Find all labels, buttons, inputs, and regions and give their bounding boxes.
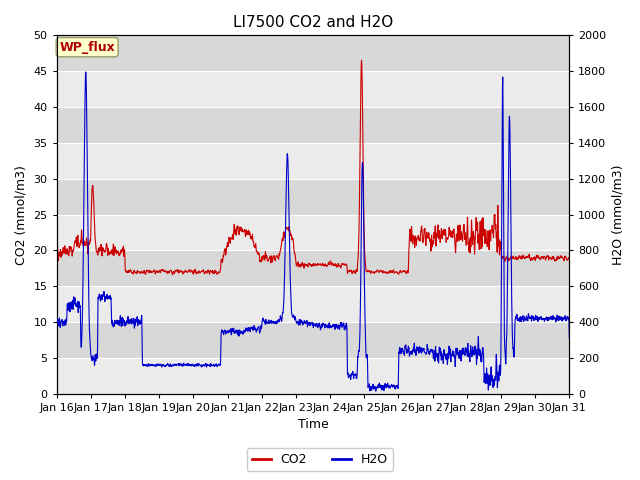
Text: WP_flux: WP_flux <box>60 41 115 54</box>
Bar <box>57 179 570 215</box>
Y-axis label: CO2 (mmol/m3): CO2 (mmol/m3) <box>15 165 28 264</box>
Bar <box>57 215 570 251</box>
Bar <box>57 143 570 179</box>
Bar <box>57 251 570 286</box>
Bar <box>57 36 570 71</box>
Legend: CO2, H2O: CO2, H2O <box>247 448 393 471</box>
Bar <box>57 107 570 143</box>
Bar <box>57 322 570 358</box>
Title: LI7500 CO2 and H2O: LI7500 CO2 and H2O <box>233 15 393 30</box>
Y-axis label: H2O (mmol/m3): H2O (mmol/m3) <box>612 164 625 265</box>
X-axis label: Time: Time <box>298 419 328 432</box>
Bar <box>57 71 570 107</box>
Bar <box>57 286 570 322</box>
Bar <box>57 358 570 394</box>
